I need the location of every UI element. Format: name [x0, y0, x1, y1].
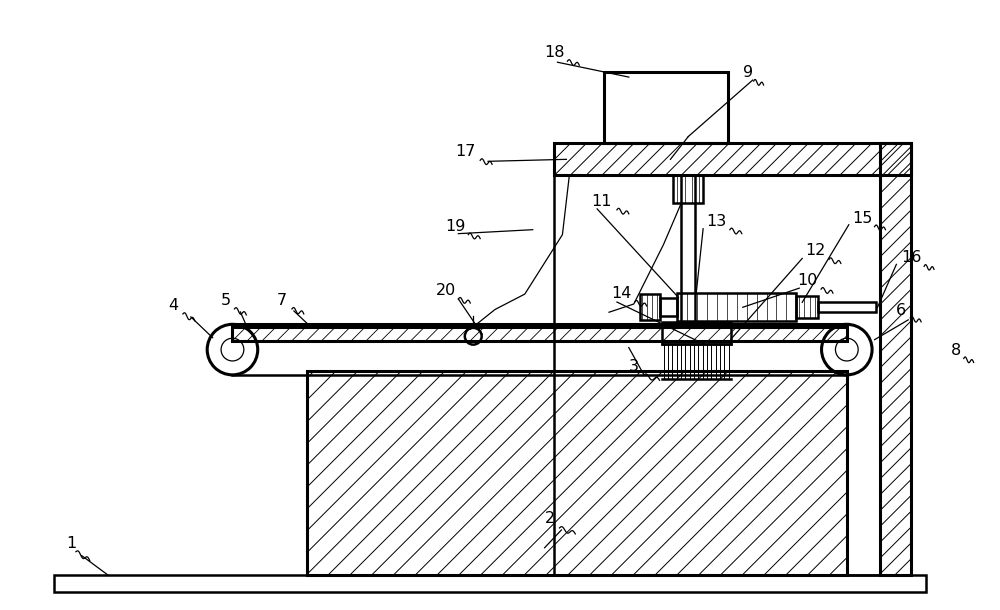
- Bar: [554, 143, 911, 175]
- Bar: [677, 293, 796, 321]
- Text: 20: 20: [436, 283, 456, 298]
- Text: 9: 9: [743, 65, 753, 80]
- Bar: [307, 371, 847, 575]
- Bar: [662, 322, 731, 344]
- Text: 14: 14: [611, 286, 631, 301]
- Text: 1: 1: [66, 536, 76, 551]
- Bar: [880, 143, 911, 575]
- Text: 18: 18: [545, 45, 565, 60]
- Text: 5: 5: [221, 293, 231, 308]
- Bar: [232, 327, 847, 341]
- Bar: [818, 303, 876, 312]
- Text: 2: 2: [545, 511, 555, 526]
- Text: 4: 4: [168, 298, 178, 313]
- Text: 19: 19: [446, 218, 466, 234]
- Text: 13: 13: [706, 214, 726, 229]
- Text: 11: 11: [591, 194, 612, 209]
- Bar: [604, 72, 728, 143]
- Text: 3: 3: [629, 359, 639, 375]
- Text: 12: 12: [805, 243, 826, 259]
- Text: 16: 16: [901, 250, 922, 265]
- Bar: [796, 296, 818, 318]
- Bar: [673, 175, 703, 203]
- Text: 15: 15: [852, 211, 872, 226]
- Bar: [640, 295, 660, 320]
- Text: 7: 7: [277, 293, 287, 308]
- Bar: [54, 575, 926, 592]
- Text: 6: 6: [896, 303, 906, 318]
- Text: 8: 8: [951, 343, 961, 357]
- Bar: [660, 298, 677, 316]
- Text: 10: 10: [797, 273, 818, 288]
- Text: 17: 17: [455, 145, 476, 159]
